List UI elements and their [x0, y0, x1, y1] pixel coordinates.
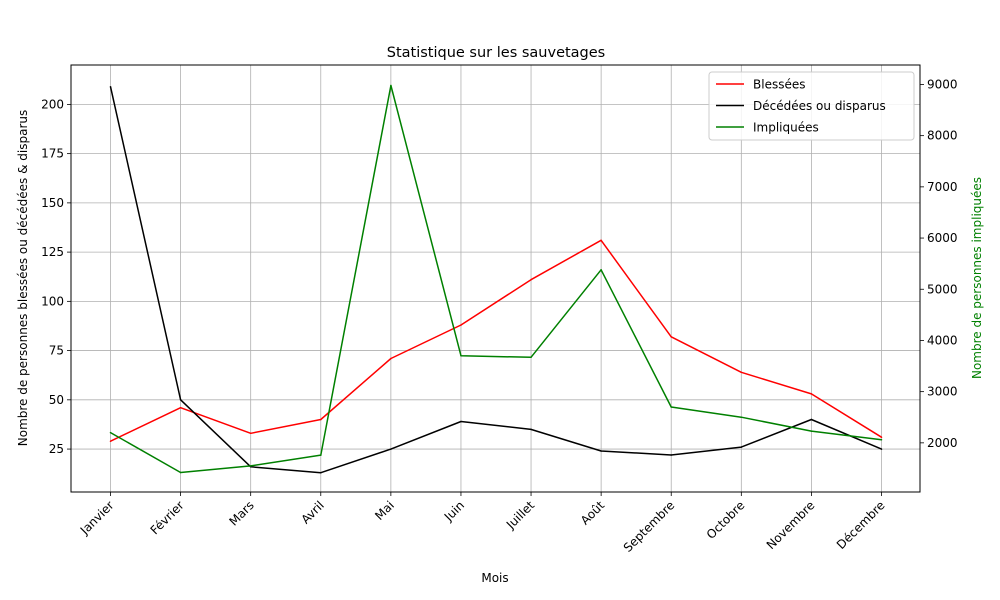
x-tick-label: Juin: [441, 498, 467, 524]
y-right-tick-label: 7000: [927, 180, 958, 194]
legend-label: Blessées: [753, 78, 805, 92]
data-point-series-3: [530, 356, 532, 359]
y-right-tick-label: 2000: [927, 436, 958, 450]
data-point-series-1: [880, 436, 883, 438]
plot-frame: [70, 64, 921, 493]
y-right-tick-label: 8000: [927, 129, 958, 143]
y-left-tick-label: 175: [41, 147, 64, 161]
data-point-series-1: [109, 440, 112, 442]
legend-frame: [708, 71, 915, 141]
y-left-tick-label: 25: [49, 442, 64, 456]
x-tick-label: Janvier: [77, 498, 117, 538]
data-point-series-1: [249, 432, 252, 435]
data-point-series-1: [530, 278, 532, 281]
x-axis: Janvier Février Mars Avril Mai Juin Juillet Aoû…: [77, 492, 888, 555]
y-left-tick-label: 200: [41, 97, 64, 111]
data-point-series-1: [460, 324, 462, 326]
x-tick-label: Août: [578, 498, 608, 528]
y-axis-right: 2000 3000 4000 5000 6000 7000 8000 9000: [920, 77, 958, 450]
x-tick-label: Novembre: [764, 498, 818, 552]
x-tick-label: Septembre: [621, 498, 678, 555]
series-lines: [109, 84, 883, 474]
data-point-series-2: [109, 85, 112, 88]
series-line-2: [109, 86, 882, 474]
data-point-series-3: [460, 355, 462, 357]
y-right-tick-label: 4000: [927, 333, 958, 347]
y-axis-left-title: Nombre de personnes blessées ou décédées…: [16, 110, 30, 447]
data-point-series-3: [179, 471, 182, 474]
data-point-series-3: [810, 430, 813, 432]
x-axis-title: Mois: [481, 571, 508, 585]
data-point-series-1: [600, 239, 602, 242]
y-right-tick-label: 9000: [927, 77, 958, 91]
x-tick-label: Mars: [226, 498, 256, 528]
x-tick-label: Juillet: [503, 498, 537, 532]
series-line-3: [110, 84, 882, 474]
x-tick-label: Avril: [298, 498, 326, 526]
y-right-tick-label: 5000: [927, 282, 958, 296]
data-point-series-1: [390, 357, 392, 360]
y-left-tick-label: 150: [41, 196, 64, 210]
y-left-tick-label: 50: [49, 393, 64, 407]
data-point-series-1: [740, 371, 743, 374]
data-point-series-2: [320, 471, 322, 474]
data-point-series-3: [670, 406, 672, 408]
y-axis-left: 25 50 75 100 125 150 175 200: [41, 97, 71, 456]
data-point-series-3: [390, 84, 392, 87]
y-axis-right-title: Nombre de personnes impliquées: [970, 177, 984, 379]
legend-label: Impliquées: [753, 121, 819, 135]
data-point-series-1: [320, 418, 322, 421]
x-tick-label: Mai: [372, 498, 397, 523]
data-point-series-3: [320, 454, 322, 456]
data-point-series-3: [740, 416, 743, 418]
data-point-series-3: [249, 465, 252, 467]
data-point-series-2: [740, 446, 743, 448]
data-point-series-3: [600, 269, 602, 271]
data-point-series-2: [880, 448, 883, 450]
data-point-series-2: [179, 399, 182, 401]
y-left-tick-label: 75: [49, 344, 64, 358]
data-point-series-1: [670, 336, 672, 338]
y-left-tick-label: 100: [41, 294, 64, 308]
legend-label: Décédées ou disparus: [753, 99, 886, 113]
data-point-series-1: [810, 393, 813, 395]
y-right-tick-label: 6000: [927, 231, 958, 245]
data-point-series-3: [109, 431, 112, 434]
data-point-series-1: [179, 406, 182, 409]
data-point-series-2: [670, 454, 672, 456]
data-point-series-2: [460, 420, 462, 423]
data-point-series-2: [810, 418, 813, 421]
chart-title: Statistique sur les sauvetages: [387, 45, 606, 61]
legend: Blessées Décédées ou disparus Impliquées: [708, 71, 915, 141]
data-point-series-3: [880, 439, 883, 441]
y-left-tick-label: 125: [41, 245, 64, 259]
data-point-series-2: [530, 428, 532, 431]
data-point-series-2: [600, 450, 602, 452]
data-point-series-2: [390, 448, 392, 450]
series-line-1: [110, 239, 882, 442]
y-right-tick-label: 3000: [927, 385, 958, 399]
x-tick-label: Octobre: [704, 498, 748, 542]
x-tick-label: Février: [148, 498, 187, 537]
x-tick-label: Décembre: [834, 498, 888, 552]
